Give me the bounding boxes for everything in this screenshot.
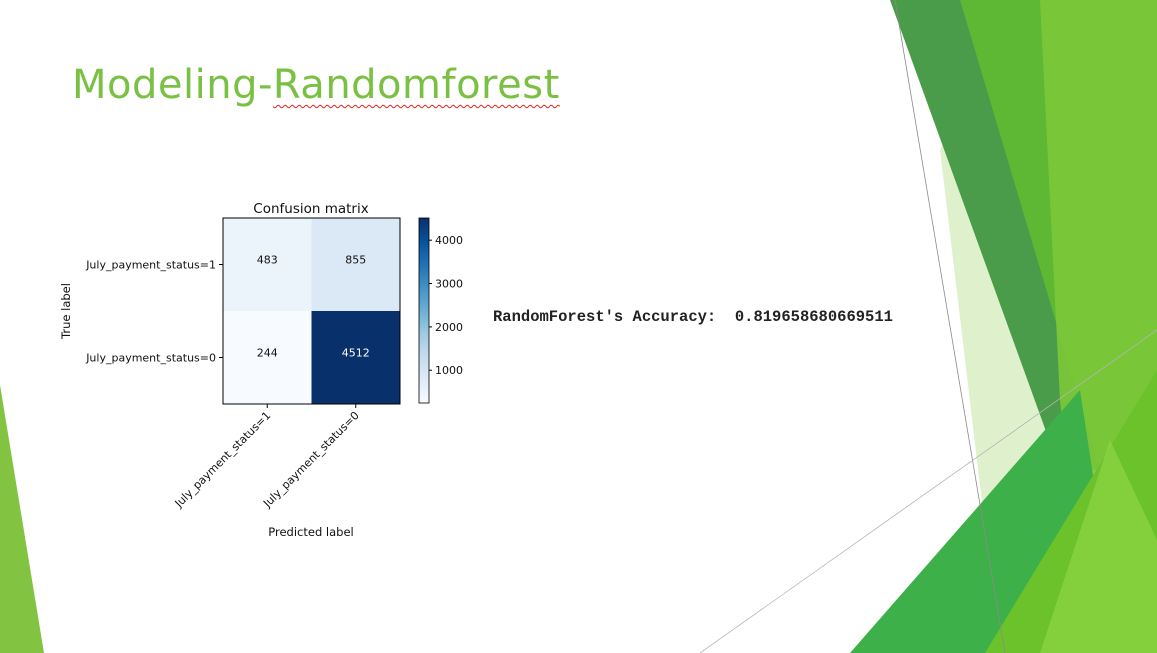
slide-title-prefix: Modeling-: [72, 62, 273, 108]
colorbar-ticks: 1000 2000 3000 4000: [429, 234, 463, 377]
colorbar-tick-label: 2000: [435, 321, 463, 334]
heatmap-cell: [223, 311, 312, 404]
colorbar-tick-label: 4000: [435, 234, 463, 247]
x-tick-label: July_payment_status=1: [172, 409, 274, 511]
colorbar-tick-label: 1000: [435, 364, 463, 377]
left-green-wedge: [0, 385, 44, 653]
slide-title-word: Randomforest: [272, 62, 560, 108]
heatmap-cells: 483 855 244 4512: [223, 218, 400, 404]
confusion-matrix-chart: Confusion matrix 483 855 244 4512 July_paym…: [59, 201, 463, 539]
colorbar-tick-label: 3000: [435, 278, 463, 291]
bottom-right-light-shape: [1040, 440, 1157, 653]
accuracy-readout: RandomForest's Accuracy: 0.8196586806695…: [493, 308, 893, 326]
slide-title: Modeling-Randomforest: [72, 62, 560, 108]
heatmap-cell: [223, 218, 312, 311]
cell-value-label: 483: [257, 254, 278, 267]
chart-title: Confusion matrix: [253, 201, 368, 217]
heatmap-cell: [311, 218, 400, 311]
colorbar: [418, 217, 430, 404]
thin-diagonal-line: [894, 0, 1006, 653]
heatmap-cell: [311, 311, 400, 404]
cell-value-label: 4512: [342, 347, 370, 360]
x-tick-labels: July_payment_status=1July_payment_status…: [172, 404, 362, 511]
y-tick-label: July_payment_status=1: [85, 259, 216, 272]
y-tick-label: July_payment_status=0: [85, 352, 216, 365]
y-axis-label: True label: [59, 283, 73, 340]
plot-frame: [222, 217, 401, 405]
x-axis-label: Predicted label: [268, 525, 353, 539]
x-tick-label: July_payment_status=0: [260, 409, 362, 511]
cell-value-label: 855: [345, 254, 366, 267]
cell-value-label: 244: [257, 347, 278, 360]
y-tick-labels: July_payment_status=1 July_payment_status…: [85, 259, 223, 365]
thin-diagonal-line-2: [699, 329, 1157, 653]
